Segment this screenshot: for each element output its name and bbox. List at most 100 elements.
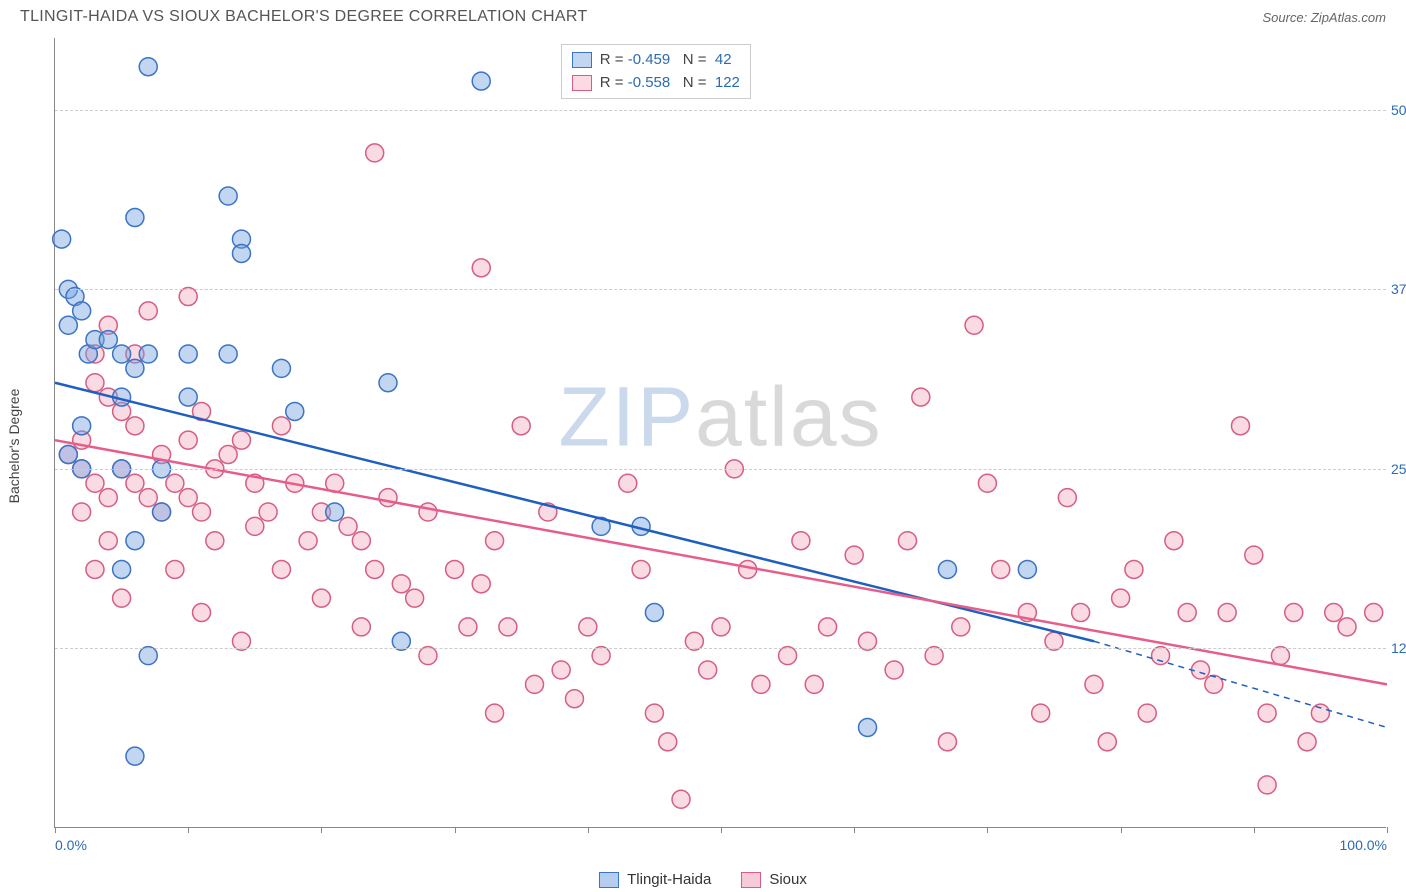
scatter-point bbox=[712, 618, 730, 636]
gridline-h bbox=[55, 110, 1386, 111]
scatter-point bbox=[113, 345, 131, 363]
scatter-point bbox=[73, 302, 91, 320]
scatter-point bbox=[326, 503, 344, 521]
scatter-point bbox=[126, 417, 144, 435]
chart-title: TLINGIT-HAIDA VS SIOUX BACHELOR'S DEGREE… bbox=[20, 8, 588, 26]
scatter-point bbox=[1098, 733, 1116, 751]
scatter-point bbox=[99, 532, 117, 550]
scatter-point bbox=[659, 733, 677, 751]
scatter-point bbox=[565, 690, 583, 708]
scatter-point bbox=[1258, 776, 1276, 794]
scatter-point bbox=[1018, 560, 1036, 578]
scatter-point bbox=[1245, 546, 1263, 564]
scatter-point bbox=[179, 345, 197, 363]
scatter-point bbox=[272, 417, 290, 435]
scatter-point bbox=[805, 675, 823, 693]
scatter-point bbox=[59, 446, 77, 464]
scatter-point bbox=[912, 388, 930, 406]
scatter-point bbox=[406, 589, 424, 607]
source-name: ZipAtlas.com bbox=[1311, 10, 1386, 25]
x-tick bbox=[455, 827, 456, 833]
scatter-point bbox=[1032, 704, 1050, 722]
scatter-point bbox=[1311, 704, 1329, 722]
scatter-point bbox=[859, 718, 877, 736]
scatter-point bbox=[232, 244, 250, 262]
y-tick-label: 12.5% bbox=[1391, 640, 1406, 656]
legend-swatch bbox=[741, 872, 761, 888]
x-axis-left-label: 0.0% bbox=[55, 837, 87, 853]
scatter-point bbox=[1365, 604, 1383, 622]
scatter-point bbox=[272, 560, 290, 578]
scatter-point bbox=[792, 532, 810, 550]
scatter-point bbox=[699, 661, 717, 679]
scatter-point bbox=[73, 417, 91, 435]
scatter-point bbox=[179, 388, 197, 406]
scatter-point bbox=[645, 704, 663, 722]
scatter-point bbox=[352, 532, 370, 550]
scatter-point bbox=[232, 431, 250, 449]
scatter-point bbox=[193, 604, 211, 622]
scatter-point bbox=[1285, 604, 1303, 622]
x-tick bbox=[1387, 827, 1388, 833]
scatter-point bbox=[526, 675, 544, 693]
scatter-point bbox=[219, 446, 237, 464]
scatter-point bbox=[952, 618, 970, 636]
scatter-point bbox=[113, 589, 131, 607]
scatter-point bbox=[126, 474, 144, 492]
scatter-point bbox=[193, 503, 211, 521]
source-credit: Source: ZipAtlas.com bbox=[1262, 10, 1386, 25]
scatter-point bbox=[379, 489, 397, 507]
chart-plot-area: ZIPatlas R = -0.459 N = 42R = -0.558 N =… bbox=[54, 38, 1386, 828]
scatter-point bbox=[126, 532, 144, 550]
scatter-point bbox=[898, 532, 916, 550]
scatter-point bbox=[459, 618, 477, 636]
scatter-point bbox=[86, 474, 104, 492]
scatter-point bbox=[1112, 589, 1130, 607]
scatter-point bbox=[1058, 489, 1076, 507]
scatter-point bbox=[59, 316, 77, 334]
legend-item: Sioux bbox=[741, 871, 807, 888]
scatter-point bbox=[552, 661, 570, 679]
scatter-point bbox=[579, 618, 597, 636]
scatter-point bbox=[219, 345, 237, 363]
scatter-point bbox=[126, 209, 144, 227]
scatter-point bbox=[419, 503, 437, 521]
legend-label: Sioux bbox=[769, 871, 807, 888]
scatter-point bbox=[632, 560, 650, 578]
scatter-point bbox=[166, 560, 184, 578]
scatter-point bbox=[366, 144, 384, 162]
scatter-point bbox=[965, 316, 983, 334]
scatter-point bbox=[99, 489, 117, 507]
x-tick bbox=[188, 827, 189, 833]
scatter-point bbox=[819, 618, 837, 636]
scatter-point bbox=[299, 532, 317, 550]
scatter-point bbox=[352, 618, 370, 636]
scatter-point bbox=[366, 560, 384, 578]
scatter-point bbox=[139, 302, 157, 320]
stats-text: R = -0.459 N = 42 bbox=[600, 49, 732, 72]
scatter-point bbox=[1138, 704, 1156, 722]
scatter-point bbox=[1298, 733, 1316, 751]
scatter-point bbox=[113, 560, 131, 578]
x-axis-right-label: 100.0% bbox=[1340, 837, 1387, 853]
scatter-point bbox=[938, 560, 956, 578]
x-tick bbox=[987, 827, 988, 833]
scatter-point bbox=[845, 546, 863, 564]
scatter-point bbox=[219, 187, 237, 205]
scatter-point bbox=[179, 431, 197, 449]
scatter-point bbox=[86, 560, 104, 578]
y-tick-label: 50.0% bbox=[1391, 102, 1406, 118]
scatter-point bbox=[246, 517, 264, 535]
series-swatch bbox=[572, 75, 592, 91]
scatter-point bbox=[272, 359, 290, 377]
scatter-point bbox=[1218, 604, 1236, 622]
scatter-point bbox=[1178, 604, 1196, 622]
series-swatch bbox=[572, 52, 592, 68]
scatter-point bbox=[1325, 604, 1343, 622]
scatter-point bbox=[472, 259, 490, 277]
scatter-point bbox=[259, 503, 277, 521]
stats-row: R = -0.558 N = 122 bbox=[572, 72, 740, 95]
scatter-point bbox=[938, 733, 956, 751]
scatter-point bbox=[126, 359, 144, 377]
gridline-h bbox=[55, 469, 1386, 470]
